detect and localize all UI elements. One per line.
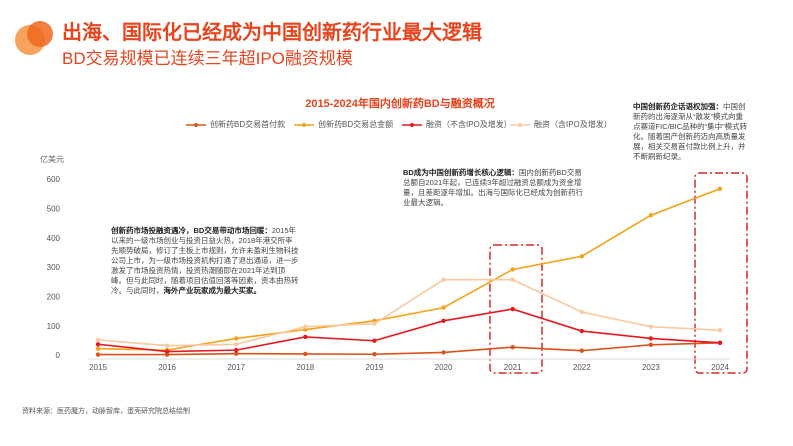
legend-marker	[518, 123, 522, 127]
x-tick-label: 2021	[504, 363, 522, 372]
data-point	[164, 349, 170, 354]
subtitle: BD交易规模已连续三年超IPO融资规模	[62, 49, 353, 68]
chart-title: 2015-2024年国内创新药BD与融资概况	[305, 96, 495, 110]
data-point	[372, 338, 377, 343]
data-point	[717, 327, 723, 333]
legend-marker	[302, 123, 306, 127]
annotation-text: 中国创新药的出海逐渐从“散发”模式向重点赛道FIC/BIC品种的“集中”模式转化…	[633, 102, 748, 161]
data-point	[234, 336, 239, 341]
x-tick-label: 2024	[711, 363, 729, 372]
data-point	[579, 328, 584, 334]
data-point	[717, 186, 723, 191]
annotation-text: 2015年以来的一级市场创业与投资日益火热，2018年港交所率先顺势破局，修订了…	[111, 226, 299, 295]
legend-label: 创新药BD交易总金额	[318, 119, 393, 129]
data-point	[95, 352, 101, 357]
data-point	[234, 342, 239, 347]
y-tick-label: 600	[47, 175, 61, 184]
data-point	[579, 309, 584, 315]
data-point	[303, 334, 308, 340]
y-tick-label: 200	[47, 292, 61, 301]
data-point	[372, 352, 377, 357]
data-point	[303, 324, 308, 329]
annotation: 中国创新药企话语权加强：中国创新药的出海逐渐从“散发”模式向重点赛道FIC/BI…	[630, 100, 752, 164]
series-line	[97, 278, 721, 347]
legend-marker	[194, 123, 198, 127]
data-point	[648, 342, 654, 348]
title: 出海、国际化已经成为中国创新药行业最大逻辑	[62, 22, 482, 44]
x-tick-label: 2022	[573, 363, 591, 372]
data-point	[441, 277, 446, 282]
x-tick-label: 2019	[366, 363, 384, 372]
y-tick-label: 500	[47, 204, 61, 213]
y-tick-label: 400	[47, 234, 61, 243]
highlight-box	[489, 244, 543, 374]
x-tick-label: 2023	[642, 363, 660, 372]
annotation-text: 国内创新药BD交易总额自2021年起，已连续3年超过融资总额成为资金增量，且差距…	[403, 168, 583, 207]
series-line	[98, 342, 721, 356]
series-line	[97, 308, 721, 353]
annotation: 创新药市场投融资遇冷，BD交易带动市场回暖：2015年以来的一级市场创业与投资日…	[108, 224, 302, 298]
data-point	[510, 277, 515, 282]
x-tick-label: 2017	[227, 363, 245, 372]
data-point	[234, 347, 239, 353]
legend-label: 创新药BD交易首付款	[210, 119, 285, 129]
y-tick-label: 0	[56, 351, 61, 360]
data-point	[164, 343, 170, 348]
data-point	[95, 342, 101, 347]
data-point	[648, 336, 654, 341]
legend-label: 融资（含IPO及增发）	[534, 119, 612, 129]
x-tick-label: 2020	[435, 363, 453, 372]
data-point	[372, 321, 377, 326]
y-tick-label: 100	[47, 322, 61, 331]
y-tick-label: 300	[47, 263, 61, 272]
data-point	[510, 267, 515, 272]
legend-label: 融资（不含IPO及增发）	[426, 119, 512, 129]
data-point	[441, 318, 446, 323]
annotation-tail: 海外产业玩家成为最大买家。	[163, 286, 262, 295]
source: 资料来源：医药魔方，动脉智库，蛋壳研究院总结绘制	[22, 408, 190, 415]
data-point	[579, 254, 584, 259]
annotation-lead: 中国创新药企话语权加强：	[633, 102, 723, 111]
data-point	[95, 346, 101, 351]
x-tick-label: 2016	[158, 363, 176, 372]
annotation: BD成为中国创新药增长核心逻辑：国内创新药BD交易总额自2021年起，已连续3年…	[400, 166, 588, 210]
data-point	[579, 348, 584, 353]
highlight-box	[694, 172, 748, 374]
x-tick-label: 2015	[89, 363, 107, 372]
x-tick-label: 2018	[296, 363, 314, 372]
logo	[27, 21, 53, 47]
data-point	[648, 324, 654, 329]
data-point	[717, 340, 723, 345]
annotation-lead: 创新药市场投融资遇冷，BD交易带动市场回暖：	[111, 226, 272, 235]
data-point	[510, 345, 515, 350]
data-point	[441, 350, 446, 355]
data-point	[303, 351, 308, 357]
data-point	[510, 306, 515, 312]
legend-marker	[410, 123, 414, 127]
data-point	[95, 337, 101, 343]
data-point	[234, 351, 239, 356]
annotation-lead: BD成为中国创新药增长核心逻辑：	[403, 168, 519, 177]
data-point	[441, 305, 446, 310]
y-axis-label: 亿美元	[40, 154, 64, 164]
data-point	[648, 213, 654, 218]
